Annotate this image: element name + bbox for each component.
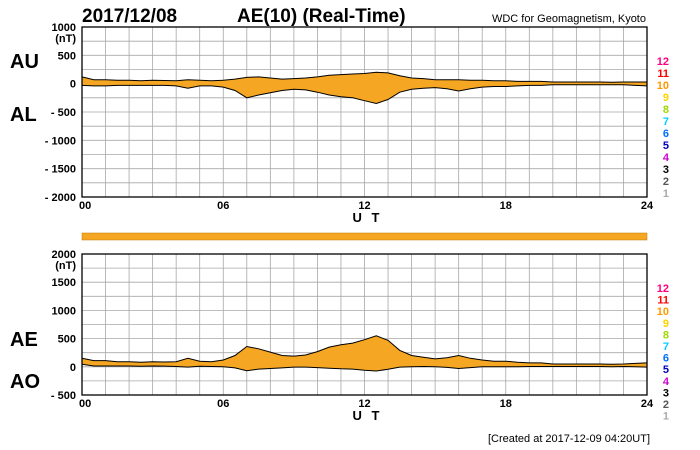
station-legend-item: 5	[663, 140, 669, 152]
y-tick-label: 500	[58, 334, 76, 346]
station-legend-item: 6	[663, 353, 669, 365]
x-tick-label: 06	[217, 200, 229, 212]
x-tick-label: 24	[641, 398, 654, 410]
station-legend-item: 10	[657, 306, 669, 318]
x-axis-label: U T	[353, 210, 383, 225]
grid	[81, 253, 648, 396]
station-legend-item: 1	[663, 411, 669, 423]
series-label-ao: AO	[10, 371, 40, 393]
y-tick-label: 0	[70, 79, 76, 91]
x-axis-label: U T	[353, 408, 383, 423]
y-tick-label: - 1500	[45, 164, 76, 176]
station-legend-item: 12	[657, 283, 669, 295]
station-legend-item: 2	[663, 399, 669, 411]
chart-date: 2017/12/08	[82, 6, 177, 27]
x-tick-label: 00	[79, 398, 91, 410]
y-axis-unit: (nT)	[55, 33, 76, 45]
station-legend-item: 12	[657, 56, 669, 68]
area-fill	[82, 335, 647, 371]
chart-title: AE(10) (Real-Time)	[237, 6, 406, 27]
y-tick-label: - 500	[51, 107, 76, 119]
y-tick-label: - 2000	[45, 192, 76, 204]
station-legend-item: 11	[657, 68, 669, 80]
station-legend-item: 8	[663, 329, 669, 341]
area-fill	[82, 72, 647, 104]
station-legend-item: 9	[663, 92, 669, 104]
x-tick-label: 12	[358, 398, 370, 410]
x-tick-label: 12	[358, 200, 370, 212]
x-tick-label: 00	[79, 200, 91, 212]
station-legend-item: 4	[663, 152, 670, 164]
station-legend-item: 8	[663, 104, 669, 116]
station-legend-item: 7	[663, 116, 669, 128]
series-line-al	[81, 84, 648, 105]
series-label-au: AU	[10, 51, 39, 73]
series-label-al: AL	[10, 104, 37, 126]
au-al-panel: 1000 500 0 - 500 - 1000 - 1500 - 2000 (nT) 00 06 1…	[10, 22, 670, 225]
station-legend-item: 5	[663, 364, 669, 376]
station-legend-item: 7	[663, 341, 669, 353]
station-legend-item: 10	[657, 80, 669, 92]
station-legend-item: 6	[663, 128, 669, 140]
y-tick-label: 500	[58, 50, 76, 62]
station-legend-item: 11	[657, 295, 669, 307]
organization-label: WDC for Geomagnetism, Kyoto	[492, 13, 646, 25]
y-tick-label: - 1000	[45, 135, 76, 147]
data-coverage-bar	[81, 232, 648, 241]
y-tick-label: 1000	[52, 22, 76, 34]
x-tick-label: 24	[641, 200, 654, 212]
plot-frame	[81, 26, 648, 198]
x-tick-label: 18	[500, 200, 512, 212]
grid	[81, 26, 648, 198]
y-tick-label: 1500	[52, 277, 76, 289]
y-axis-unit: (nT)	[55, 260, 76, 272]
station-legend-item: 9	[663, 318, 669, 330]
station-legend-item: 3	[663, 164, 669, 176]
station-legend-item: 1	[663, 188, 669, 200]
series-line-au	[81, 71, 647, 83]
station-legend-item: 2	[663, 176, 669, 188]
x-tick-label: 06	[217, 398, 229, 410]
station-legend-item: 4	[663, 376, 670, 388]
y-tick-label: 1000	[52, 305, 76, 317]
created-timestamp: [Created at 2017-12-09 04:20UT]	[488, 433, 650, 445]
y-tick-label: 0	[70, 362, 76, 374]
series-line-ae	[81, 335, 648, 365]
y-tick-label: - 500	[51, 390, 76, 402]
station-legend-item: 3	[663, 387, 669, 399]
series-label-ae: AE	[10, 329, 38, 351]
series-line-ao	[81, 363, 648, 372]
x-tick-label: 18	[500, 398, 512, 410]
plot-frame	[81, 253, 648, 396]
y-tick-label: 2000	[52, 249, 76, 261]
